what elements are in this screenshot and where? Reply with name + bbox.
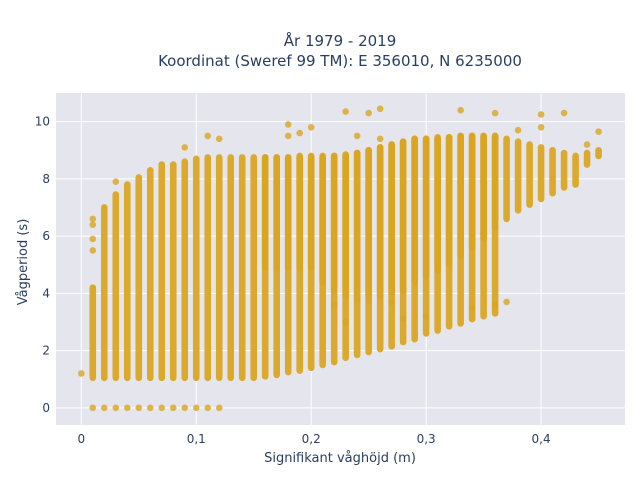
y-tick-label: 4 xyxy=(42,286,50,300)
data-point xyxy=(491,109,499,117)
x-tick-label: 0 xyxy=(77,432,85,446)
x-tick-label: 0,1 xyxy=(187,432,206,446)
data-point xyxy=(215,135,223,143)
data-point xyxy=(595,128,602,135)
data-point xyxy=(342,318,349,326)
y-tick-label: 6 xyxy=(42,229,50,243)
y-tick-label: 0 xyxy=(42,401,50,415)
data-point xyxy=(204,404,212,412)
data-point xyxy=(123,404,131,412)
y-tick-label: 2 xyxy=(42,344,50,358)
data-point xyxy=(284,121,292,128)
data-point xyxy=(215,404,223,412)
data-point xyxy=(457,106,464,114)
data-point xyxy=(376,292,384,300)
y-tick-label: 10 xyxy=(35,115,50,129)
data-point xyxy=(89,215,97,223)
data-point xyxy=(284,132,292,140)
data-point xyxy=(468,227,476,234)
data-point xyxy=(181,404,189,412)
data-point xyxy=(158,404,166,412)
data-point xyxy=(296,129,303,137)
data-point xyxy=(434,255,441,263)
data-point xyxy=(77,370,85,377)
data-point xyxy=(422,312,430,320)
data-point xyxy=(514,126,522,134)
data-point xyxy=(169,404,177,412)
data-point xyxy=(112,404,120,412)
data-point xyxy=(491,301,499,309)
data-point xyxy=(146,404,154,412)
x-axis-label: Signifikant våghöjd (m) xyxy=(264,451,416,466)
y-axis-label: Vågperiod (s) xyxy=(16,219,31,306)
data-point xyxy=(353,132,361,140)
data-point xyxy=(480,229,487,237)
data-point xyxy=(181,144,189,151)
x-tick-label: 0,2 xyxy=(302,432,321,446)
data-point xyxy=(89,247,97,254)
data-point xyxy=(89,235,97,243)
data-point xyxy=(365,297,372,304)
data-point xyxy=(89,221,97,228)
tick-labels: 0 0,1 0,2 0,3 0,4 0 2 4 6 8 10 xyxy=(35,115,551,446)
chart-title-line2: Koordinat (Sweref 99 TM): E 356010, N 62… xyxy=(158,52,522,70)
data-point xyxy=(537,111,545,118)
data-point xyxy=(468,304,476,311)
data-point xyxy=(376,105,384,113)
data-point xyxy=(583,141,591,148)
data-point xyxy=(388,298,395,306)
data-point xyxy=(100,404,108,412)
data-point xyxy=(307,124,315,131)
data-point xyxy=(365,109,372,117)
data-point xyxy=(503,298,510,306)
data-points xyxy=(77,105,602,412)
data-point xyxy=(204,132,212,140)
data-point xyxy=(537,124,545,131)
x-tick-label: 0,3 xyxy=(417,432,436,446)
data-point xyxy=(342,108,349,115)
chart-title-line1: År 1979 - 2019 xyxy=(284,31,397,50)
data-point xyxy=(330,301,338,309)
data-point xyxy=(560,109,568,117)
y-tick-label: 8 xyxy=(42,172,50,186)
data-point xyxy=(112,178,120,186)
data-point xyxy=(399,315,407,323)
data-point xyxy=(192,404,200,412)
data-point xyxy=(89,404,97,412)
x-tick-label: 0,4 xyxy=(532,432,551,446)
data-point xyxy=(376,135,384,143)
data-point xyxy=(135,404,143,412)
data-point xyxy=(353,295,361,303)
